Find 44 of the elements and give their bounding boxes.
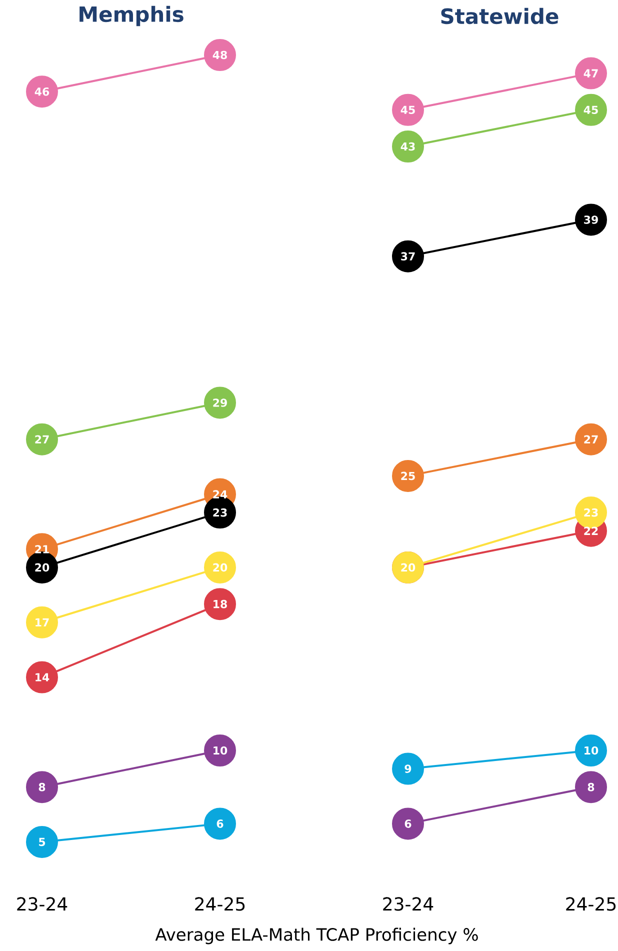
data-label: 37 bbox=[401, 252, 415, 260]
data-label: 23 bbox=[584, 508, 598, 517]
point bbox=[26, 771, 58, 804]
data-label: 10 bbox=[214, 746, 228, 755]
data-label: 14 bbox=[36, 673, 50, 682]
data-label: 23 bbox=[213, 508, 227, 517]
chart-title: Memphis bbox=[80, 6, 184, 26]
x-tick-label: 23-24 bbox=[17, 897, 68, 911]
data-label: 45 bbox=[584, 106, 598, 114]
chart-title: Statewide bbox=[441, 8, 558, 24]
data-label: 10 bbox=[584, 746, 598, 755]
data-label: 47 bbox=[584, 69, 598, 78]
data-label: 20 bbox=[401, 563, 416, 572]
data-label: 29 bbox=[213, 398, 227, 407]
data-label: 43 bbox=[400, 142, 415, 151]
point bbox=[392, 808, 424, 840]
data-label: 46 bbox=[34, 87, 50, 96]
data-label: 25 bbox=[401, 472, 415, 480]
data-label: 39 bbox=[584, 216, 598, 224]
point bbox=[26, 826, 58, 858]
x-tick-label: 24-25 bbox=[195, 897, 245, 911]
data-label: 9 bbox=[404, 764, 412, 773]
data-label: 6 bbox=[404, 820, 412, 828]
data-label: 27 bbox=[35, 435, 49, 444]
point bbox=[392, 752, 424, 785]
x-tick-label: 24-25 bbox=[566, 897, 616, 911]
data-label: 24 bbox=[213, 490, 228, 498]
point bbox=[204, 808, 236, 840]
data-label: 21 bbox=[35, 545, 49, 554]
data-label: 8 bbox=[38, 782, 46, 792]
data-label: 22 bbox=[584, 526, 598, 535]
data-label: 20 bbox=[35, 563, 50, 572]
data-label: 6 bbox=[216, 820, 224, 828]
data-label: 27 bbox=[584, 435, 598, 444]
x-axis-title: Average ELA-Math TCAP Proficiency % bbox=[155, 928, 478, 944]
data-label: 20 bbox=[213, 563, 228, 572]
data-label: 18 bbox=[214, 600, 227, 608]
data-label: 17 bbox=[36, 618, 49, 626]
x-tick-label: 23-24 bbox=[383, 897, 434, 911]
data-label: 5 bbox=[39, 838, 46, 846]
data-label: 45 bbox=[400, 106, 415, 114]
data-label: 48 bbox=[212, 50, 227, 60]
data-label: 8 bbox=[588, 782, 594, 792]
point bbox=[574, 771, 607, 804]
